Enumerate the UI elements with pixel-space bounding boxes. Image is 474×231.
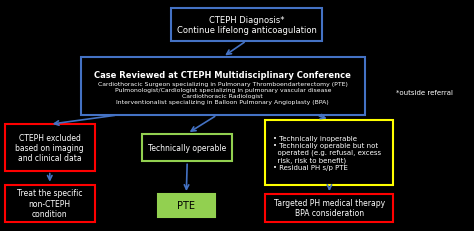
FancyBboxPatch shape: [171, 9, 322, 42]
Text: Case Reviewed at CTEPH Multidisciplinary Conference: Case Reviewed at CTEPH Multidisciplinary…: [94, 70, 351, 79]
Text: • Technically inoperable
• Technically operable but not
  operated (e.g. refusal: • Technically inoperable • Technically o…: [273, 135, 381, 170]
Text: Targeted PH medical therapy
BPA consideration: Targeted PH medical therapy BPA consider…: [274, 198, 385, 218]
Text: Cardiothoracic Surgeon specializing in Pulmonary Thromboendarterectomy (PTE)
Pul: Cardiothoracic Surgeon specializing in P…: [98, 82, 348, 104]
Text: *outside referral: *outside referral: [396, 89, 453, 95]
Text: PTE: PTE: [177, 201, 195, 211]
FancyBboxPatch shape: [81, 58, 365, 116]
Text: CTEPH excluded
based on imaging
and clinical data: CTEPH excluded based on imaging and clin…: [16, 133, 84, 163]
FancyBboxPatch shape: [265, 194, 393, 222]
Text: Treat the specific
non-CTEPH
condition: Treat the specific non-CTEPH condition: [17, 188, 82, 218]
Text: Technically operable: Technically operable: [148, 143, 227, 152]
FancyBboxPatch shape: [142, 134, 232, 162]
Text: CTEPH Diagnosis*
Continue lifelong anticoagulation: CTEPH Diagnosis* Continue lifelong antic…: [176, 16, 317, 35]
FancyBboxPatch shape: [158, 194, 215, 217]
FancyBboxPatch shape: [5, 185, 95, 222]
FancyBboxPatch shape: [5, 125, 95, 171]
FancyBboxPatch shape: [265, 120, 393, 185]
